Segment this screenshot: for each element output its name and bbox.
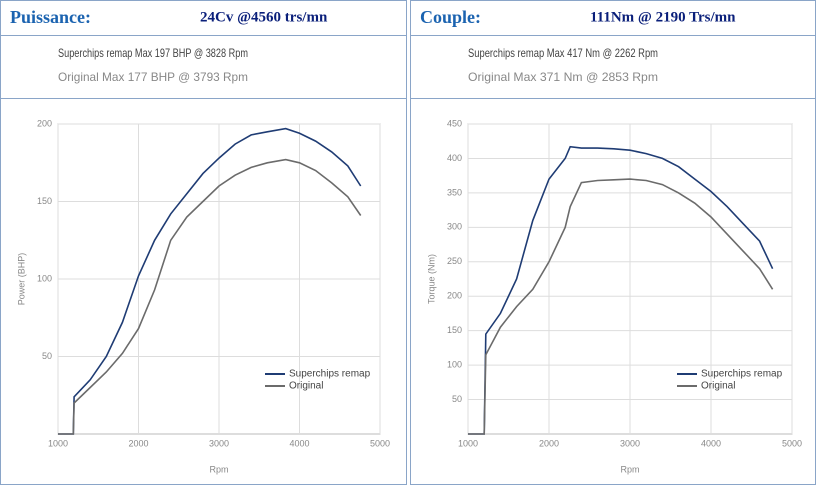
panel-title: Puissance:: [10, 7, 91, 27]
x-tick-label: 5000: [370, 438, 390, 448]
y-tick-label: 300: [447, 222, 462, 232]
y-tick-label: 200: [447, 291, 462, 301]
y-tick-label: 400: [447, 153, 462, 163]
y-tick-label: 150: [447, 325, 462, 335]
legend-label: Original: [289, 381, 323, 392]
x-axis-label: Rpm: [209, 464, 228, 474]
data-line: [58, 158, 362, 435]
legend-label: Superchips remap: [289, 369, 371, 380]
y-tick-label: 100: [37, 273, 52, 283]
y-tick-label: 100: [447, 359, 462, 369]
annotation: Superchips remap Max 417 Nm @ 2262 Rpm: [468, 46, 658, 60]
x-tick-label: 4000: [289, 438, 309, 448]
x-tick-label: 3000: [209, 438, 229, 448]
x-tick-label: 1000: [48, 438, 68, 448]
y-tick-label: 50: [42, 351, 52, 361]
annotation: Original Max 371 Nm @ 2853 Rpm: [468, 70, 658, 84]
panel-subtitle: 111Nm @ 2190 Trs/mn: [590, 9, 736, 25]
legend-label: Original: [701, 381, 735, 392]
panel-title: Couple:: [420, 7, 481, 27]
x-tick-label: 4000: [701, 438, 721, 448]
y-tick-label: 250: [447, 256, 462, 266]
data-line: [58, 127, 362, 435]
y-axis-label: Power (BHP): [16, 253, 26, 306]
x-tick-label: 1000: [458, 438, 478, 448]
legend-label: Superchips remap: [701, 369, 783, 380]
x-tick-label: 3000: [620, 438, 640, 448]
y-tick-label: 450: [447, 118, 462, 128]
y-tick-label: 350: [447, 187, 462, 197]
panel-subtitle: 24Cv @4560 trs/mn: [200, 9, 328, 25]
x-axis-label: Rpm: [620, 464, 639, 474]
data-line: [468, 178, 774, 435]
x-tick-label: 2000: [539, 438, 559, 448]
data-line: [468, 145, 774, 435]
y-axis-label: Torque (Nm): [426, 254, 436, 304]
annotation: Original Max 177 BHP @ 3793 Rpm: [58, 70, 248, 84]
y-tick-label: 150: [37, 196, 52, 206]
annotation: Superchips remap Max 197 BHP @ 3828 Rpm: [58, 46, 248, 60]
y-tick-label: 200: [37, 118, 52, 128]
y-tick-label: 50: [452, 394, 462, 404]
x-tick-label: 2000: [128, 438, 148, 448]
x-tick-label: 5000: [782, 438, 802, 448]
